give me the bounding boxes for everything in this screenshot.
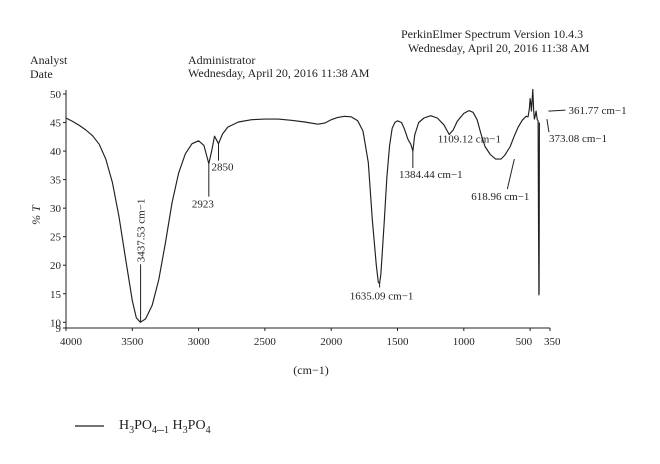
- chart-ticks: 4000 3500 3000 2500 2000 1500 1000 500 350 50 45 40…: [50, 89, 561, 348]
- chart-series: [65, 88, 540, 323]
- analyst-name: Administrator: [188, 53, 256, 67]
- annotation-leader: [506, 158, 515, 190]
- y-tick-label: 20: [50, 260, 62, 272]
- x-tick-label: 2000: [320, 336, 343, 348]
- y-tick-label: 50: [50, 89, 62, 101]
- x-axis-label: (cm−1): [293, 363, 328, 377]
- analyst-timestamp: Wednesday, April 20, 2016 11:38 AM: [188, 66, 370, 80]
- date-label: Date: [30, 67, 53, 81]
- y-tick-label: 25: [50, 232, 62, 244]
- x-tick-label: 4000: [60, 336, 83, 348]
- spectrum-line: [65, 88, 540, 323]
- x-tick-label: 500: [516, 336, 533, 348]
- y-tick-label: 10: [50, 317, 62, 329]
- software-timestamp: Wednesday, April 20, 2016 11:38 AM: [408, 41, 590, 55]
- chart-annotations: 3437.53 cm−1 2923 2850 1635.09 cm−1 1384.44 …: [136, 105, 627, 323]
- y-tick-label: 35: [50, 175, 62, 187]
- legend-label: H3PO4_1 H3PO4: [119, 418, 211, 439]
- analyst-label: Analyst: [30, 53, 68, 67]
- y-tick-label: 9: [56, 323, 62, 335]
- annotation-leader: [548, 109, 566, 112]
- annotation-label: 1384.44 cm−1: [399, 169, 463, 181]
- annotation-label: 361.77 cm−1: [568, 105, 626, 117]
- x-tick-label: 350: [544, 336, 561, 348]
- annotation-label: 2923: [192, 199, 215, 211]
- x-tick-label: 3500: [121, 336, 144, 348]
- x-tick-label: 2500: [254, 336, 277, 348]
- annotation-label: 373.08 cm−1: [549, 133, 607, 145]
- annotation-label: 1109.12 cm−1: [438, 134, 501, 146]
- y-tick-label: 45: [50, 118, 62, 130]
- y-tick-label: 30: [50, 203, 62, 215]
- annotation-label: 1635.09 cm−1: [350, 290, 414, 302]
- x-tick-label: 1000: [453, 336, 476, 348]
- x-tick-label: 3000: [188, 336, 211, 348]
- x-tick-label: 1500: [387, 336, 410, 348]
- y-tick-label: 15: [50, 289, 62, 301]
- annotation-leader: [546, 119, 550, 133]
- y-axis-label: % T: [29, 204, 43, 225]
- chart-axes: [65, 90, 550, 329]
- y-tick-label: 40: [50, 146, 62, 158]
- annotation-label: 3437.53 cm−1: [136, 199, 148, 263]
- software-version: PerkinElmer Spectrum Version 10.4.3: [401, 27, 584, 41]
- annotation-label: 618.96 cm−1: [471, 191, 529, 203]
- annotation-label: 2850: [211, 162, 234, 174]
- legend-entry-text: H3PO4_1 H3PO4: [119, 418, 211, 436]
